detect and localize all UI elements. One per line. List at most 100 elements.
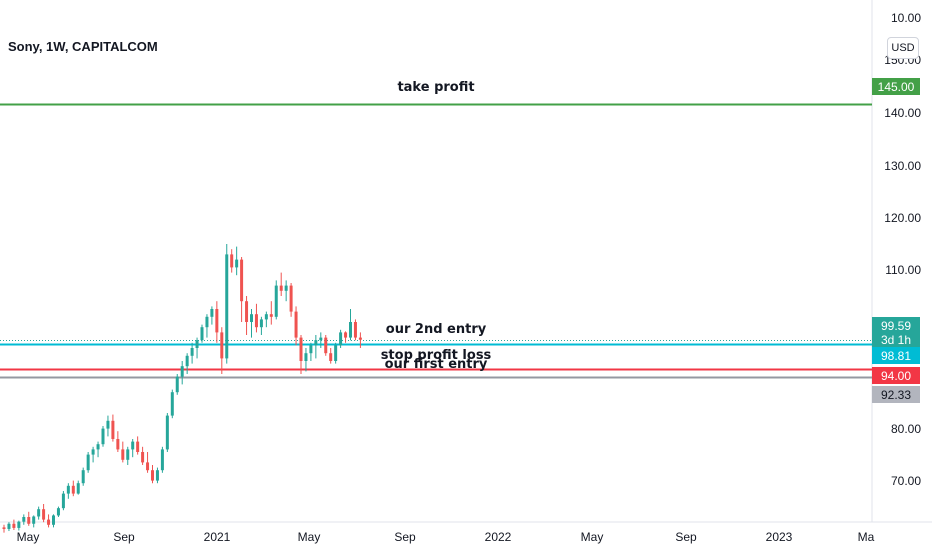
y-tick-label: 110.00 [885, 263, 921, 277]
candle [259, 316, 263, 335]
candle [190, 342, 194, 364]
candle [12, 519, 16, 530]
candle [136, 436, 140, 455]
candle [284, 280, 288, 302]
x-tick-label: May [581, 530, 604, 544]
candle [279, 272, 283, 296]
y-tick-label: 10.00 [891, 11, 921, 25]
candle [96, 441, 100, 458]
candle [111, 414, 115, 442]
candle [353, 319, 357, 341]
x-tick-label: 2021 [204, 530, 231, 544]
annotation-stop: stop profit loss [381, 348, 492, 363]
candle [299, 335, 303, 374]
svg-text:145.00: 145.00 [878, 80, 915, 94]
candle [264, 311, 268, 328]
candle [339, 329, 343, 348]
svg-text:99.59: 99.59 [881, 319, 911, 333]
candle [146, 452, 150, 473]
candle [314, 335, 318, 359]
candle [195, 337, 199, 359]
candle [329, 348, 333, 364]
candle [294, 306, 298, 346]
y-tick-label: 130.00 [884, 159, 921, 173]
candle [344, 331, 348, 343]
candle [200, 324, 204, 343]
candle [245, 296, 249, 335]
candle [71, 480, 75, 497]
candle [349, 309, 352, 341]
y-tick-label: 70.00 [891, 474, 921, 488]
candle [160, 446, 164, 473]
candle [17, 520, 21, 531]
candle [81, 467, 85, 486]
candle [61, 491, 65, 511]
candle [250, 309, 253, 338]
candle [180, 361, 184, 385]
candle [274, 280, 278, 320]
candle [165, 413, 169, 452]
candle [106, 415, 110, 437]
currency-selector[interactable]: USD [887, 37, 919, 59]
candle [215, 301, 219, 343]
x-tick-label: Ma [858, 530, 875, 544]
x-tick-label: May [298, 530, 321, 544]
candle [170, 389, 174, 419]
price-tag: 99.59 [872, 317, 920, 334]
candle [304, 348, 308, 372]
candle [116, 431, 120, 452]
x-tick-label: Sep [394, 530, 416, 544]
candle [42, 504, 46, 523]
candle [47, 514, 51, 528]
price-tag: 94.00 [872, 367, 920, 384]
candle [27, 511, 31, 526]
candle [235, 246, 239, 276]
candle [175, 374, 179, 395]
svg-text:94.00: 94.00 [881, 369, 911, 383]
candle [358, 332, 362, 348]
candle [56, 506, 60, 517]
candle [2, 524, 6, 533]
candle [254, 303, 258, 333]
candle [91, 446, 95, 463]
svg-text:92.33: 92.33 [881, 388, 911, 402]
x-tick-label: Sep [113, 530, 135, 544]
candle [22, 514, 26, 525]
candle [319, 332, 323, 348]
annotation-take-profit: take profit [397, 80, 474, 95]
candle [126, 446, 130, 465]
chart-title: Sony, 1W, CAPITALCOM [8, 39, 158, 54]
annotation-entry2: our 2nd entry [386, 322, 487, 337]
price-tag: 92.33 [872, 386, 920, 403]
candle [205, 314, 209, 338]
candle [185, 353, 189, 374]
x-tick-label: 2022 [485, 530, 512, 544]
candle [76, 480, 80, 495]
candle [86, 452, 90, 473]
candle [155, 467, 159, 484]
svg-text:3d 1h: 3d 1h [881, 333, 911, 347]
price-tag: 145.00 [872, 78, 920, 95]
candle [101, 426, 105, 447]
annotation-first-entry: our first entry [385, 357, 488, 372]
y-tick-label: 140.00 [884, 106, 921, 120]
x-tick-label: 2023 [766, 530, 793, 544]
x-tick-label: May [17, 530, 40, 544]
candle [334, 342, 338, 364]
candle [52, 514, 55, 528]
candle [230, 249, 234, 273]
y-tick-label: 80.00 [891, 422, 921, 436]
price-tag: 98.81 [872, 347, 920, 364]
candle [37, 506, 41, 520]
candle [220, 327, 224, 374]
x-tick-label: Sep [675, 530, 697, 544]
candle [225, 244, 229, 364]
price-tag: 3d 1h [872, 331, 920, 348]
svg-text:98.81: 98.81 [881, 349, 911, 363]
candle [66, 483, 70, 499]
candle [32, 515, 36, 528]
candle [269, 301, 273, 325]
candle [210, 306, 214, 325]
candle [240, 257, 244, 322]
